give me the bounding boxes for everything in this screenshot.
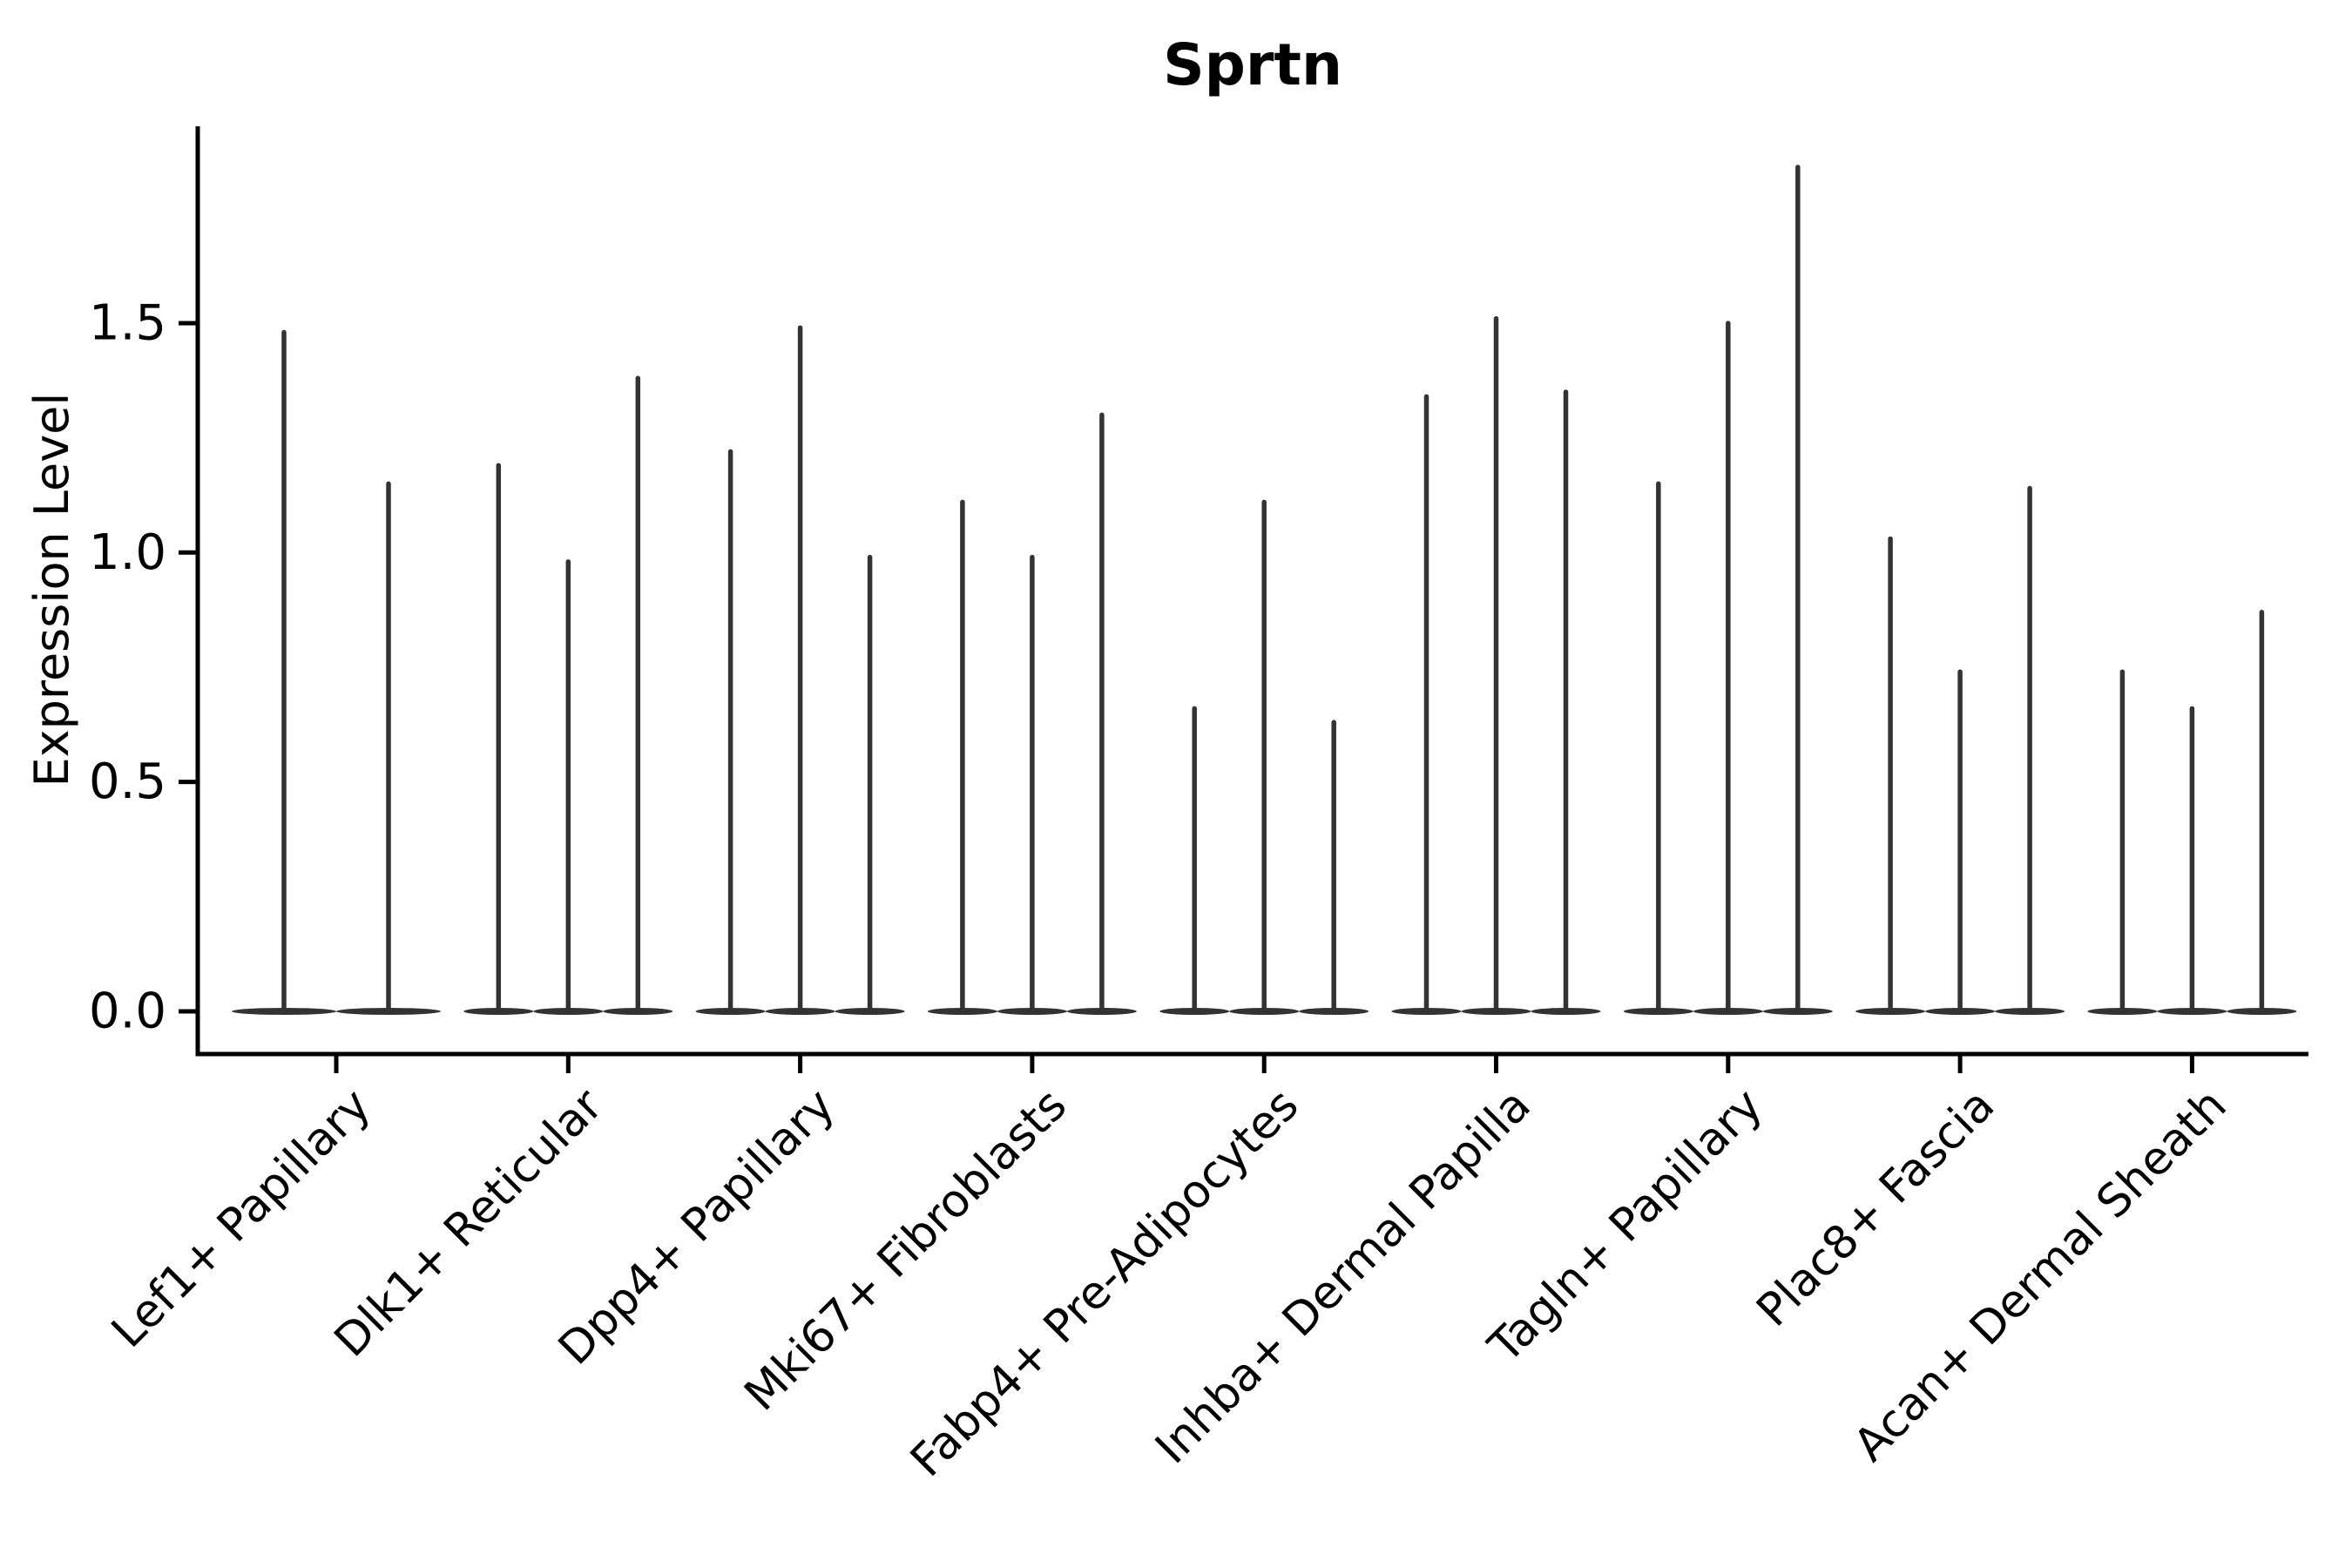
violin-base (603, 1008, 673, 1015)
x-tick-label: Fabp4+ Pre-Adipocytes (901, 1079, 1308, 1487)
y-axis-ticks: 0.0 0.5 1.0 1.5 (89, 294, 198, 1040)
y-tick-label: 0.5 (89, 754, 166, 810)
violin-base (2087, 1008, 2158, 1015)
violin-category (1623, 165, 1833, 1015)
violin-base (927, 1008, 997, 1015)
violin-base (695, 1008, 766, 1015)
violin-base (1995, 1008, 2065, 1015)
violin-base (835, 1008, 905, 1015)
violin-base (1855, 1008, 1926, 1015)
violin-base (2227, 1008, 2297, 1015)
violin-base (1693, 1008, 1763, 1015)
violin-category (1855, 485, 2065, 1015)
violin-base (336, 1008, 441, 1015)
violin-category (463, 375, 673, 1015)
x-tick-label: Inhba+ Dermal Papilla (1146, 1079, 1540, 1474)
violin-base (1925, 1008, 1996, 1015)
violin-category (232, 329, 441, 1015)
violin-category (927, 412, 1137, 1015)
violin-base (232, 1008, 336, 1015)
violin-base (1531, 1008, 1601, 1015)
violin-base (533, 1008, 604, 1015)
violin-category (695, 325, 905, 1015)
violin-base (1229, 1008, 1300, 1015)
violin-category (2087, 610, 2297, 1015)
violin-base (1623, 1008, 1693, 1015)
violin-base (463, 1008, 534, 1015)
violin-base (1762, 1008, 1833, 1015)
violin-base (1391, 1008, 1462, 1015)
y-tick-label: 1.0 (89, 524, 166, 581)
y-tick-label: 1.5 (89, 294, 166, 351)
violin-category (1391, 315, 1601, 1015)
plot-title: Sprtn (1163, 31, 1342, 98)
x-tick-label: Acan+ Dermal Sheath (1844, 1079, 2237, 1472)
violin-series (232, 165, 2297, 1015)
violin-base (1159, 1008, 1230, 1015)
violin-base (997, 1008, 1067, 1015)
violin-base (1461, 1008, 1531, 1015)
violin-base (2157, 1008, 2227, 1015)
y-tick-label: 0.0 (89, 983, 166, 1040)
y-axis-label: Expression Level (24, 393, 79, 787)
violin-base (1299, 1008, 1369, 1015)
violin-base (1066, 1008, 1137, 1015)
x-tick-label: Plac8+ Fascia (1747, 1079, 2004, 1337)
violin-base (765, 1008, 835, 1015)
violin-category (1159, 499, 1369, 1015)
